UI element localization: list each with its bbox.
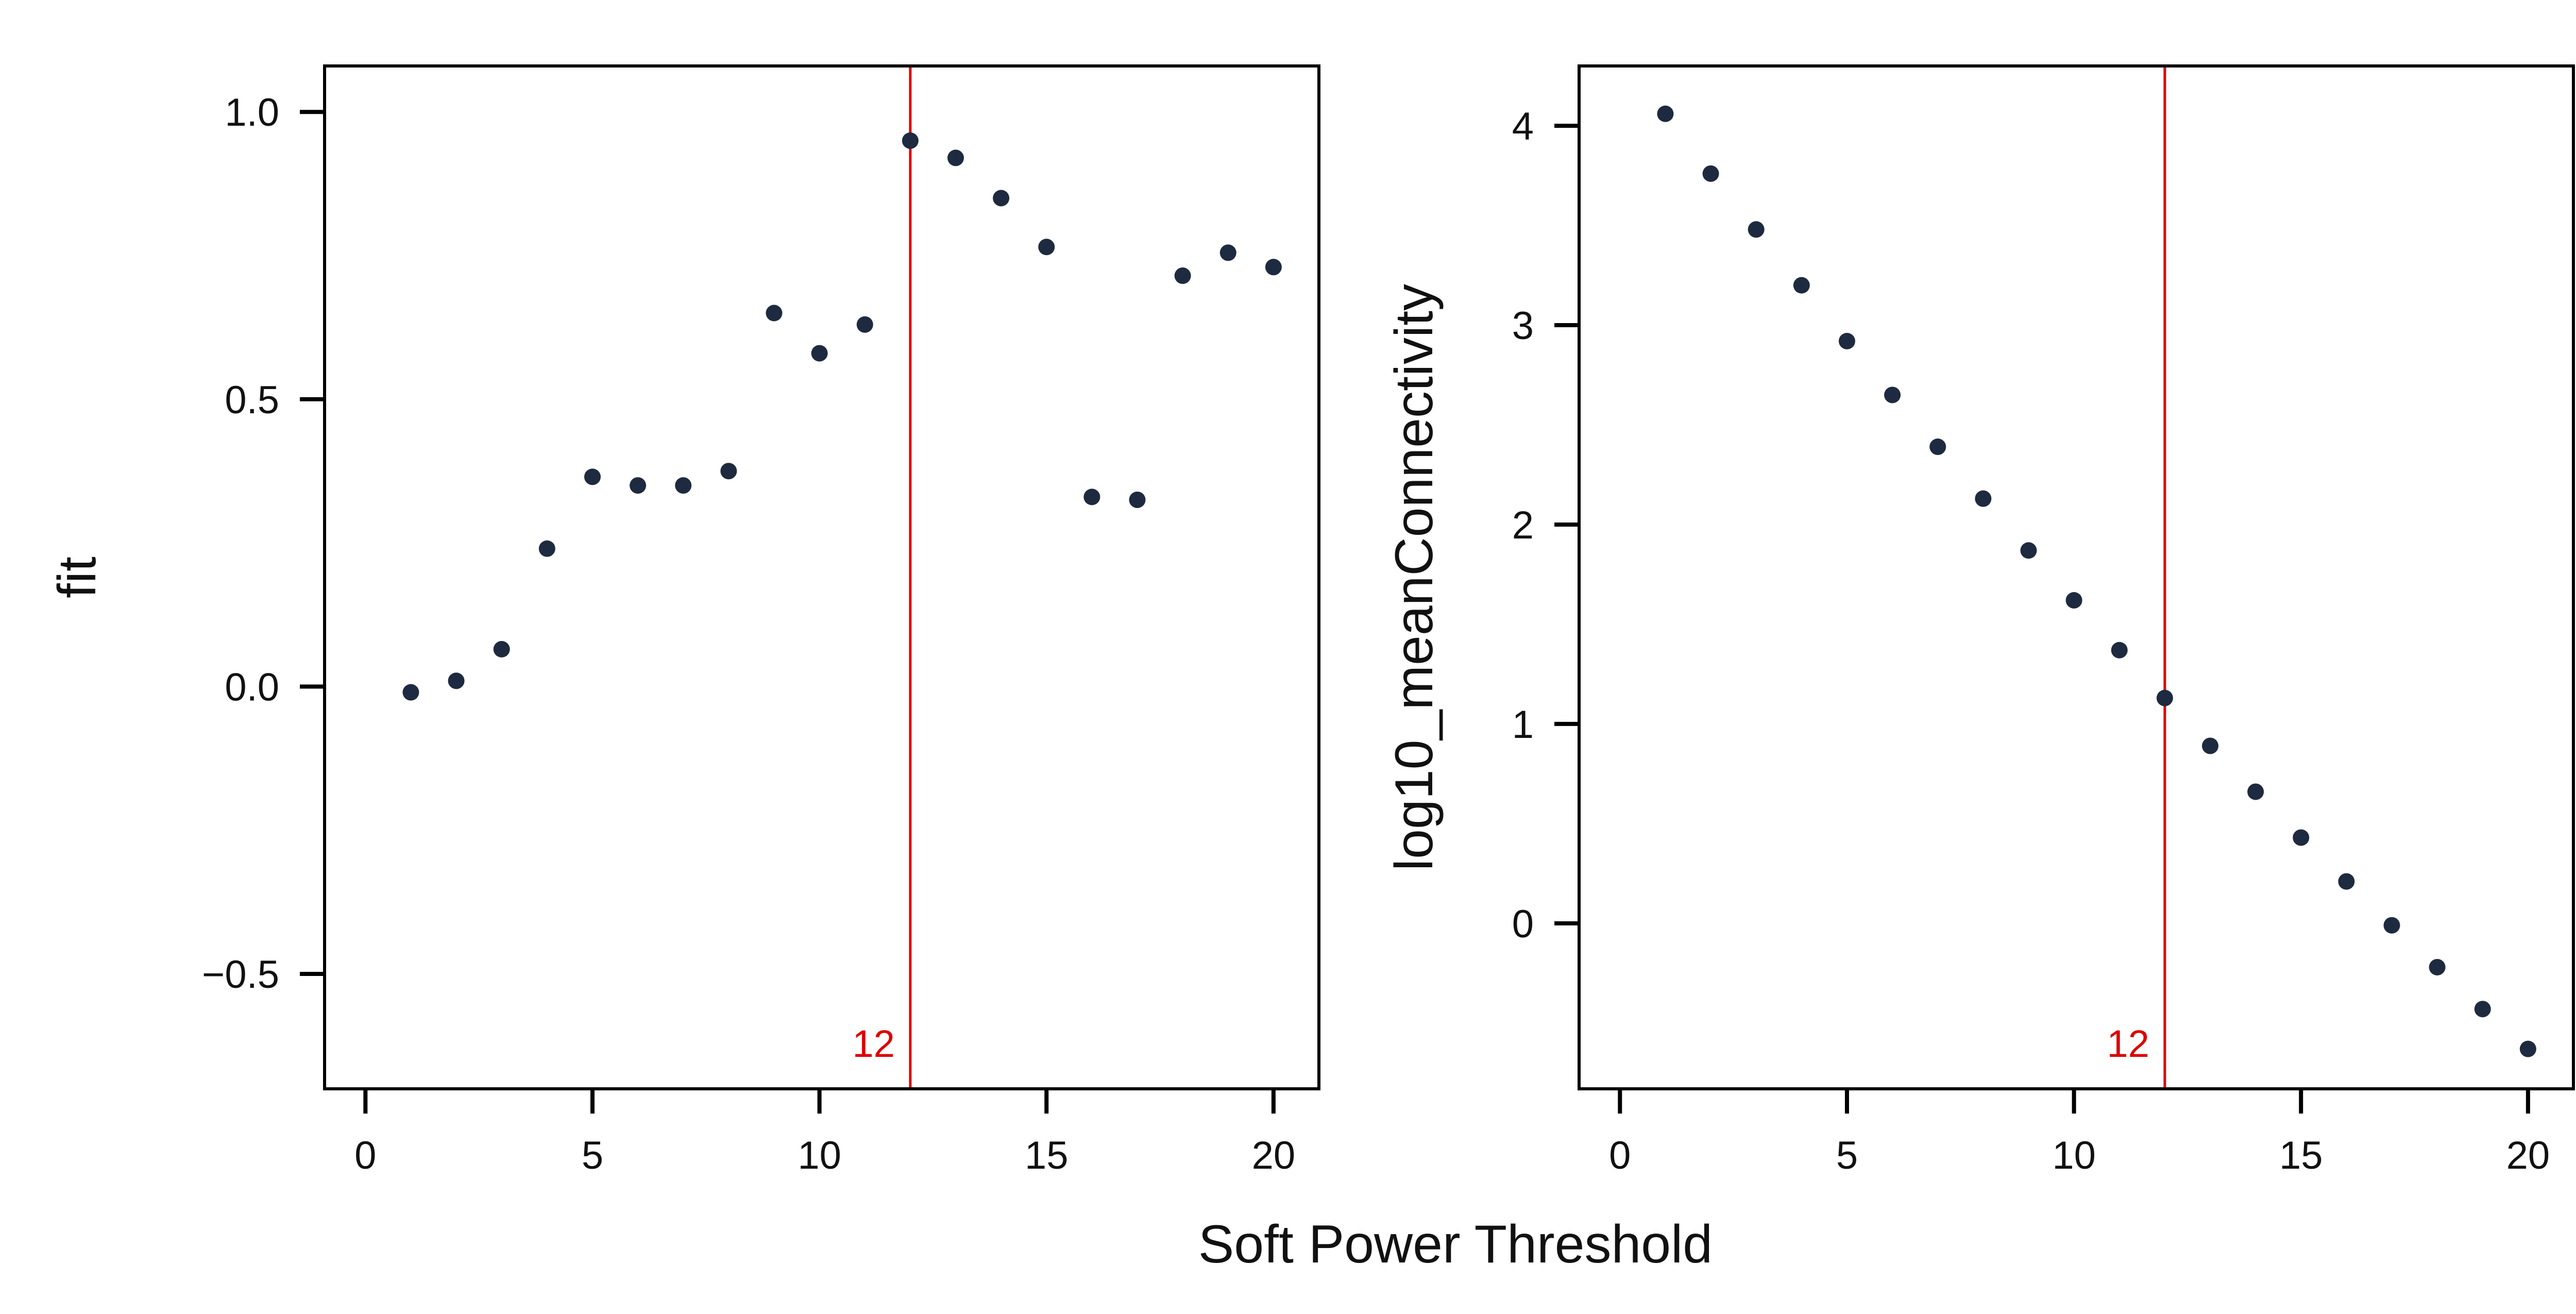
- data-point: [1265, 259, 1282, 276]
- data-point: [1702, 165, 1719, 182]
- y-tick-label: 1.0: [225, 91, 279, 134]
- y-axis-label: log10_meanConnectivity: [1384, 284, 1444, 871]
- data-point: [2020, 542, 2037, 559]
- data-point: [2201, 737, 2218, 754]
- data-point: [1748, 221, 1765, 238]
- data-point: [1083, 488, 1100, 506]
- x-tick-label: 15: [2279, 1134, 2323, 1177]
- data-point: [1793, 277, 1810, 294]
- data-point: [2111, 642, 2128, 659]
- data-point: [1838, 332, 1855, 349]
- fit-panel: 0 5 10 15 20 −0.5 0.0 0.5 1.0 fit 12: [47, 64, 1320, 1177]
- x-tick-label: 20: [2506, 1134, 2550, 1177]
- data-point: [2429, 958, 2446, 975]
- threshold-label: 12: [2107, 1022, 2149, 1065]
- y-tick-label: 0: [1512, 902, 1534, 946]
- plot-frame: [323, 64, 1320, 1090]
- x-tick-label: 5: [1836, 1134, 1858, 1177]
- data-point: [584, 468, 601, 485]
- data-point: [947, 149, 964, 166]
- data-point: [1129, 491, 1146, 508]
- data-point: [2065, 592, 2082, 609]
- data-point: [2338, 873, 2355, 890]
- y-tick-label: 2: [1512, 503, 1534, 547]
- x-tick-label: 5: [582, 1134, 603, 1177]
- data-point: [630, 477, 647, 494]
- data-point: [1884, 386, 1901, 403]
- data-point: [1929, 439, 1946, 456]
- data-point: [493, 641, 510, 658]
- y-tick-label: 4: [1512, 105, 1534, 148]
- x-tick-label: 15: [1025, 1134, 1069, 1177]
- data-point: [766, 305, 783, 322]
- data-point: [2519, 1040, 2536, 1057]
- data-point: [675, 477, 692, 494]
- x-tick-label: 0: [1609, 1134, 1631, 1177]
- data-point: [993, 190, 1010, 207]
- data-point: [902, 132, 919, 149]
- data-point: [1038, 239, 1055, 256]
- data-point: [402, 684, 419, 701]
- y-tick-label: 0.5: [225, 378, 279, 422]
- data-point: [2474, 1001, 2491, 1018]
- data-point: [2293, 829, 2310, 846]
- data-point: [2383, 917, 2400, 934]
- data-point: [448, 672, 465, 689]
- x-tick-label: 0: [354, 1134, 376, 1177]
- plot-frame: [1578, 64, 2575, 1090]
- data-point: [811, 345, 828, 362]
- y-tick-label: −0.5: [202, 953, 279, 997]
- data-point: [720, 463, 737, 480]
- shared-x-axis-label: Soft Power Threshold: [1198, 1215, 1713, 1274]
- data-point: [856, 316, 873, 333]
- data-point: [1174, 267, 1191, 284]
- data-point: [2247, 783, 2264, 800]
- data-point: [538, 540, 555, 557]
- threshold-label: 12: [853, 1022, 895, 1065]
- y-tick-label: 1: [1512, 703, 1534, 747]
- data-point: [1219, 244, 1236, 261]
- y-tick-label: 0.0: [225, 665, 279, 709]
- x-tick-label: 10: [798, 1134, 841, 1177]
- data-point: [2156, 689, 2173, 706]
- data-point: [1657, 105, 1674, 122]
- x-tick-label: 20: [1252, 1134, 1296, 1177]
- data-point: [1975, 490, 1992, 507]
- x-tick-label: 10: [2052, 1134, 2096, 1177]
- y-axis-label: fit: [47, 557, 107, 598]
- y-tick-label: 3: [1512, 304, 1534, 348]
